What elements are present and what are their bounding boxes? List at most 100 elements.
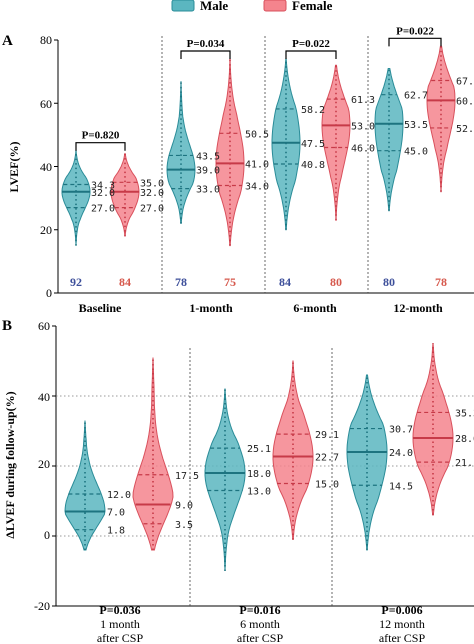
quartile-value-male: 53.5: [404, 120, 428, 131]
quartile-value-male: 14.5: [389, 481, 413, 492]
panel-b-tick: 60: [38, 319, 50, 333]
significance-bracket: [75, 142, 126, 151]
quartile-value-male: 24.0: [389, 448, 413, 459]
panel-b-tick: 40: [38, 390, 50, 404]
quartile-value-female: 17.5: [175, 471, 199, 482]
panel-b: B ΔLVEF during follow-up(%) -20 0 20 40 …: [2, 318, 474, 644]
legend-swatch-female: [263, 0, 287, 12]
quartile-value-female: 46.0: [351, 144, 375, 155]
quartile-value-male: 18.0: [247, 469, 271, 480]
quartile-value-female: 53.0: [351, 121, 375, 132]
panel-b-group-label: after CSP: [97, 631, 144, 644]
quartile-value-male: 58.2: [301, 105, 325, 116]
significance-bracket: [388, 37, 442, 47]
violin-male: [374, 68, 404, 212]
panel-b-group-label: after CSP: [379, 631, 426, 644]
violin-male: [346, 374, 388, 551]
quartile-value-female: 67.2: [456, 76, 474, 87]
quartile-value-male: 62.7: [404, 91, 428, 102]
legend: Male Female: [171, 0, 333, 13]
quartile-value-female: 32.0: [140, 188, 164, 199]
violin-female: [272, 360, 314, 540]
panel-a-tick: 40: [40, 160, 52, 174]
legend-label-male: Male: [200, 0, 228, 13]
count-male: 78: [175, 275, 187, 289]
significance-bracket: [285, 50, 337, 59]
quartile-value-male: 1.8: [107, 526, 125, 537]
quartile-value-female: 50.5: [245, 129, 269, 140]
quartile-value-female: 15.0: [315, 480, 339, 491]
panel-b-group-label: 12 month: [379, 617, 425, 631]
count-male: 84: [279, 275, 291, 289]
quartile-value-male: 32.0: [91, 188, 115, 199]
panel-a-group-label: 6-month: [293, 301, 337, 315]
violin-male: [166, 81, 196, 224]
panel-a-group-label: Baseline: [79, 301, 122, 315]
panel-b-tick: -20: [34, 599, 50, 613]
quartile-value-male: 33.0: [196, 185, 220, 196]
quartile-value-female: 29.1: [315, 430, 339, 441]
quartile-value-male: 30.7: [389, 425, 413, 436]
panel-a-x-labels: Baseline 1-month 6-month 12-month: [79, 301, 443, 315]
panel-b-pvalue: P=0.036: [99, 603, 140, 617]
count-female: 75: [224, 275, 236, 289]
panel-b-tick: 20: [38, 457, 50, 471]
legend-swatch-male: [171, 0, 195, 12]
panel-a-y-ticks: 0 20 40 60 80: [40, 33, 52, 300]
quartile-value-male: 47.5: [301, 139, 325, 150]
violin-female: [132, 357, 174, 551]
violin-male: [271, 58, 301, 231]
count-female: 78: [435, 275, 447, 289]
count-female: 84: [119, 275, 131, 289]
quartile-value-female: 60.9: [456, 96, 474, 107]
panel-a-group-label: 12-month: [393, 301, 443, 315]
quartile-value-female: 21.1: [455, 458, 474, 469]
panel-b-plot: 12.0 7.0 1.8 17.5 9.0 3.5 25.1 18.0 13.0 29.1 22.7…: [52, 325, 474, 607]
panel-a-plot: 34.332.027.035.032.027.0P=0.82043.539.03…: [54, 25, 474, 294]
panel-a-tick: 80: [40, 33, 52, 47]
quartile-value-female: 41.0: [245, 159, 269, 170]
panel-a-tick: 60: [40, 97, 52, 111]
quartile-value-female: 61.3: [351, 95, 375, 106]
quartile-value-male: 40.8: [301, 160, 325, 171]
panel-b-x-labels: P=0.036 1 month after CSP P=0.016 6 mont…: [97, 603, 426, 644]
quartile-value-female: 27.0: [140, 204, 164, 215]
violin-female: [215, 58, 245, 247]
quartile-value-female: 35.0: [140, 178, 164, 189]
panel-b-group-label: 6 month: [240, 617, 280, 631]
panel-a-counts: 92 84 78 75 84 80 80 78: [70, 275, 447, 289]
quartile-value-male: 45.0: [404, 147, 428, 158]
quartile-value-female: 35.3: [455, 408, 474, 419]
violin-male: [64, 420, 106, 551]
panel-a-group-label: 1-month: [189, 301, 233, 315]
quartile-value-female: 28.0: [455, 434, 474, 445]
count-female: 80: [330, 275, 342, 289]
count-male: 92: [70, 275, 82, 289]
quartile-value-male: 43.5: [196, 151, 220, 162]
panel-a-pvalue: P=0.820: [82, 130, 120, 142]
panel-a-pvalue: P=0.022: [292, 38, 330, 50]
count-male: 80: [383, 275, 395, 289]
panel-b-pvalue: P=0.016: [239, 603, 280, 617]
panel-a-tick: 20: [40, 223, 52, 237]
panel-a-tick: 0: [46, 286, 52, 300]
panel-a: A LVEF(%) 0 20 40 60 80 34.332.027.035.0…: [2, 25, 474, 315]
significance-bracket: [180, 50, 231, 59]
panel-b-group-label: 1 month: [100, 617, 140, 631]
panel-b-pvalue: P=0.006: [381, 603, 422, 617]
quartile-value-male: 25.1: [247, 444, 271, 455]
quartile-value-male: 39.0: [196, 166, 220, 177]
quartile-value-male: 12.0: [107, 490, 131, 501]
panel-a-pvalue: P=0.022: [396, 25, 434, 37]
panel-b-label: B: [2, 318, 12, 334]
panel-b-y-ticks: -20 0 20 40 60: [34, 319, 50, 613]
quartile-value-female: 3.5: [175, 520, 193, 531]
quartile-value-female: 34.0: [245, 181, 269, 192]
quartile-value-male: 34.3: [91, 181, 115, 192]
panel-b-tick: 0: [44, 528, 50, 542]
panel-a-pvalue: P=0.034: [187, 38, 225, 50]
quartile-value-male: 13.0: [247, 487, 271, 498]
quartile-value-male: 7.0: [107, 508, 125, 519]
quartile-value-female: 52.2: [456, 124, 474, 135]
